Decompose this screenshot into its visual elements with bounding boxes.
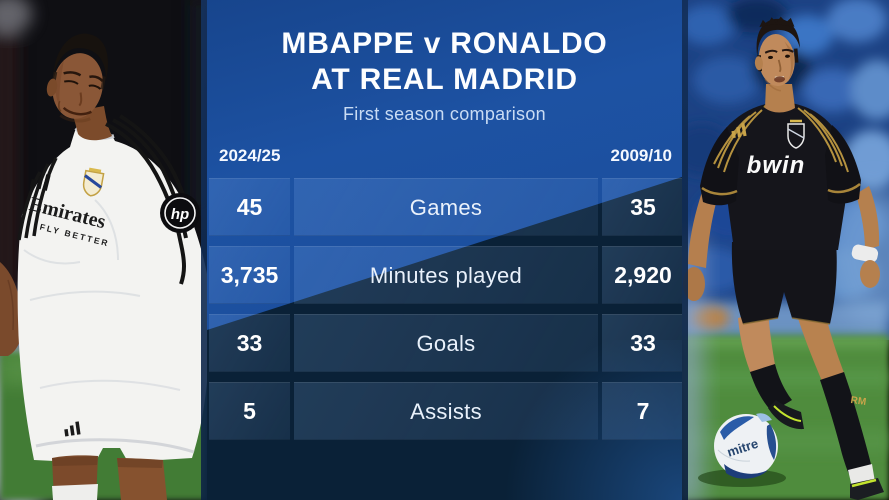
real-madrid-crest-outline <box>787 119 805 149</box>
ronaldo-head <box>754 16 800 92</box>
graphic-title-line2: AT REAL MADRID <box>311 63 578 96</box>
graphic-title-line1: MBAPPE v RONALDO <box>281 27 608 60</box>
stat-label: Games <box>294 178 598 236</box>
wristband <box>851 244 879 263</box>
sock-crest-initials: RM <box>850 395 867 408</box>
panel-header: MBAPPE v RONALDO AT REAL MADRID First se… <box>207 0 682 125</box>
mbappe-figure: hp Emirates FLY BETTER <box>0 33 207 500</box>
stat-value-left: 33 <box>209 314 290 372</box>
ronaldo-photo-illustration: mitre RM <box>682 0 889 500</box>
stats-panel: MBAPPE v RONALDO AT REAL MADRID First se… <box>207 0 682 500</box>
hp-sleeve-badge: hp <box>160 193 200 233</box>
ronaldo-figure: RM <box>683 16 884 500</box>
stat-label: Goals <box>294 314 598 372</box>
mbappe-photo: hp Emirates FLY BETTER <box>0 0 207 500</box>
stat-value-right: 2,920 <box>602 246 682 304</box>
stat-label: Assists <box>294 382 598 440</box>
season-label-left: 2024/25 <box>219 146 281 165</box>
football: mitre <box>698 413 786 487</box>
ronaldo-photo: mitre RM <box>682 0 889 500</box>
adidas-stripes-left-shoulder <box>17 157 58 241</box>
stat-value-left: 45 <box>209 178 290 236</box>
adidas-logo <box>29 174 51 191</box>
stat-value-right: 33 <box>602 314 682 372</box>
shirt-sponsor-text: bwin <box>747 152 806 179</box>
mbappe-photo-illustration: hp Emirates FLY BETTER <box>0 0 207 500</box>
adidas-shorts-logo <box>64 421 81 437</box>
stat-value-left: 3,735 <box>209 246 290 304</box>
stat-value-left: 5 <box>209 382 290 440</box>
real-madrid-crest <box>82 167 105 197</box>
adidas-logo-gold <box>731 122 747 139</box>
season-label-right: 2009/10 <box>610 146 672 165</box>
stats-table: 45 Games 35 3,735 Minutes played 2,920 3… <box>209 178 682 440</box>
kit-fold-shading <box>23 199 181 391</box>
hp-badge-text: hp <box>171 206 189 223</box>
stat-label: Minutes played <box>294 246 598 304</box>
graphic-subtitle: First season comparison <box>343 104 546 124</box>
stat-value-right: 35 <box>602 178 682 236</box>
mbappe-head <box>46 33 108 123</box>
stat-value-right: 7 <box>602 382 682 440</box>
